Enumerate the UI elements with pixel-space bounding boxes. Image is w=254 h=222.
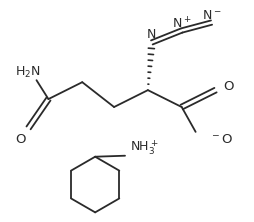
Text: N$^+$: N$^+$ — [172, 16, 192, 31]
Text: H$_2$N: H$_2$N — [15, 65, 40, 80]
Text: N: N — [147, 28, 156, 41]
Text: $^-$O: $^-$O — [210, 133, 233, 146]
Text: O: O — [224, 80, 234, 93]
Text: N$^-$: N$^-$ — [202, 9, 221, 22]
Text: NH$_3^+$: NH$_3^+$ — [130, 138, 158, 157]
Text: O: O — [15, 133, 26, 146]
